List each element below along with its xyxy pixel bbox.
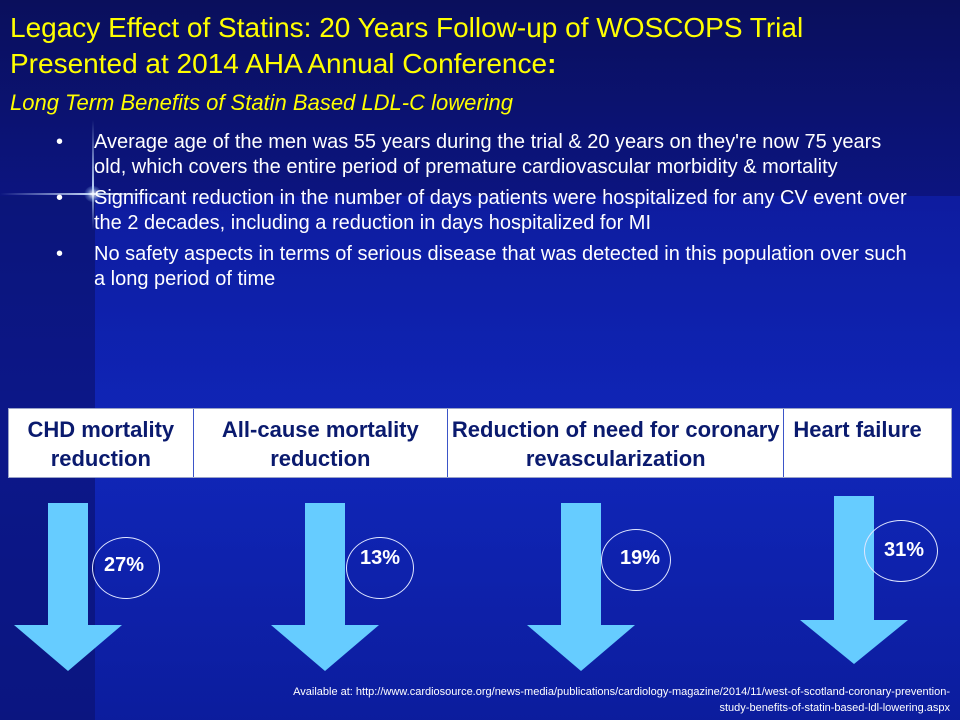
down-arrow-revascularization [527, 503, 635, 671]
light-flare-vertical [92, 120, 94, 230]
slide-title: Legacy Effect of Statins: 20 Years Follo… [10, 10, 803, 82]
header-heart-failure: Heart failure [793, 417, 922, 442]
bullet-marker: • [56, 131, 64, 153]
value-all-cause-mortality: 13% [360, 547, 401, 569]
down-arrow-chd [14, 503, 122, 671]
header-all-cause-mortality: All-cause mortality reduction [194, 409, 449, 477]
badge-ring-heart-failure [864, 520, 938, 582]
bullet-marker: • [56, 243, 64, 265]
bullet-list: • Average age of the men was 55 years du… [56, 130, 916, 298]
title-colon: : [547, 48, 557, 79]
bullet-marker: • [56, 187, 64, 209]
value-heart-failure: 31% [884, 539, 925, 561]
value-chd-mortality: 27% [104, 554, 145, 576]
bullet-text: No safety aspects in terms of serious di… [94, 243, 907, 290]
title-line-1: Legacy Effect of Statins: 20 Years Follo… [10, 12, 804, 43]
down-arrow-all-cause [271, 503, 379, 671]
slide-subtitle: Long Term Benefits of Statin Based LDL-C… [10, 90, 514, 115]
bullet-item: • Significant reduction in the number of… [56, 186, 916, 236]
header-chd-mortality: CHD mortality reduction [9, 409, 194, 477]
header-revascularization: Reduction of need for coronary revascula… [448, 409, 785, 477]
outcomes-header-table: CHD mortality reduction All-cause mortal… [8, 408, 952, 478]
source-citation: Available at: http://www.cardiosource.or… [120, 684, 950, 716]
bullet-text: Significant reduction in the number of d… [94, 187, 907, 234]
source-line-1: Available at: http://www.cardiosource.or… [293, 686, 950, 698]
badge-ring-all-cause [346, 537, 414, 599]
badge-ring-chd [92, 537, 160, 599]
bullet-item: • No safety aspects in terms of serious … [56, 242, 916, 292]
bullet-text: Average age of the men was 55 years duri… [94, 131, 882, 178]
value-revascularization: 19% [620, 547, 661, 569]
badge-ring-revascularization [601, 529, 671, 591]
source-line-2: study-benefits-of-statin-based-ldl-lower… [719, 702, 951, 714]
bullet-item: • Average age of the men was 55 years du… [56, 130, 916, 180]
light-flare-center [84, 186, 102, 202]
title-line-2: Presented at 2014 AHA Annual Conference [10, 48, 548, 79]
